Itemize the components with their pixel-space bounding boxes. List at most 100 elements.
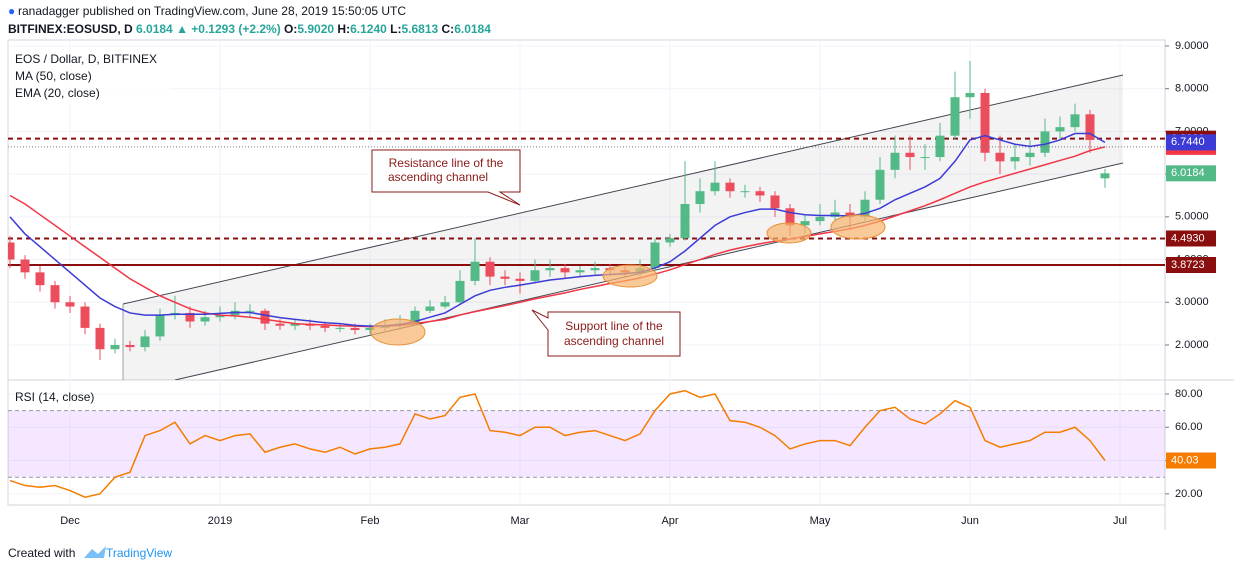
candle-body [8, 242, 15, 260]
highlight [766, 222, 812, 244]
candle-body [785, 208, 795, 226]
candle-body [800, 221, 810, 226]
candle-body [275, 323, 285, 326]
ohlc-value: 6.1240 [350, 22, 387, 36]
published-line: ● [8, 4, 15, 18]
candle-body [1025, 152, 1035, 158]
x-tick-label: Mar [511, 515, 530, 527]
callout-text: ascending channel [564, 334, 664, 348]
footer-brand[interactable]: TradingView [106, 546, 172, 560]
candle-body [845, 212, 855, 217]
candle-body [905, 152, 915, 158]
author: ● [8, 4, 15, 18]
candle-body [200, 317, 210, 322]
candle-body [485, 261, 495, 277]
candle-body [335, 327, 345, 329]
callout-box [531, 309, 681, 357]
price-label: 6.7440 [1171, 136, 1205, 148]
x-tick-label: Jul [1113, 515, 1127, 527]
price-label: 40.03 [1171, 454, 1199, 466]
candle-body [1070, 114, 1080, 128]
candle-body [815, 216, 825, 222]
candle-body [110, 344, 120, 350]
candle-body [245, 310, 255, 312]
candle-body [650, 242, 660, 269]
y-tick-label: 5.0000 [1175, 211, 1209, 223]
candle-body [260, 310, 270, 324]
y-tick-label: 9.0000 [1175, 40, 1209, 52]
candle-body [875, 169, 885, 200]
candle-body [530, 270, 540, 281]
price-label-bg [1166, 257, 1216, 274]
y-tick-label: 3.0000 [1175, 296, 1209, 308]
candle-body [500, 276, 510, 279]
candle-body [80, 306, 90, 328]
candle-body [440, 302, 450, 307]
highlights [370, 214, 886, 346]
price-label-bg [1166, 165, 1216, 182]
candle-body [950, 97, 960, 136]
x-tick-label: Apr [661, 515, 678, 527]
candle-body [350, 327, 360, 331]
candle-body [410, 310, 420, 324]
price-label-bg [1166, 134, 1216, 151]
published-text: ranadagger published on TradingView.com,… [18, 4, 406, 18]
y-tick-label: 60.00 [1175, 421, 1203, 433]
highlight [602, 264, 658, 288]
candle-body [455, 280, 465, 303]
symbol-title: EOS / Dollar, D, BITFINEX [15, 52, 157, 66]
candle-body [560, 268, 570, 273]
candle-body [1055, 127, 1065, 132]
candle-body [890, 152, 900, 170]
y-tick-label: 80.00 [1175, 388, 1203, 400]
candle-body [695, 191, 705, 205]
rsi-pane [8, 389, 1165, 498]
candle-body [830, 212, 840, 217]
candle-body [185, 312, 195, 322]
candle-body [320, 325, 330, 328]
price-label-bg [1166, 452, 1216, 469]
price-label: 3.8723 [1171, 259, 1205, 271]
callout-text: Resistance line of the [389, 156, 504, 170]
candle-body [365, 327, 375, 331]
candle-body [425, 306, 435, 311]
x-tick-label: May [810, 515, 831, 527]
ohlc-key: O: [284, 22, 297, 36]
price-pane [8, 60, 1165, 360]
price-label: 4.4930 [1171, 232, 1205, 244]
candle-body [20, 259, 30, 273]
callout-box [371, 149, 521, 206]
callout-support: Support line of the ascending channel [531, 309, 681, 357]
candle-body [515, 278, 525, 281]
candle-body [965, 92, 975, 98]
highlight [830, 214, 886, 240]
legend-entry: MA (50, close) [15, 69, 92, 83]
indicator-line [9, 146, 1106, 328]
candle-body [1040, 131, 1050, 153]
candle-body [215, 315, 225, 318]
last-price: 6.0184 [136, 22, 173, 36]
rsi-line [9, 389, 1106, 498]
candle-body [1085, 114, 1095, 140]
highlight [370, 318, 426, 346]
candle-body [290, 323, 300, 326]
y-tick-label: 8.0000 [1175, 83, 1209, 95]
candle-body [575, 270, 585, 273]
candle-body [155, 315, 165, 337]
candle-body [125, 344, 135, 348]
y-tick-label: 20.00 [1175, 488, 1203, 500]
candle-body [35, 272, 45, 286]
axes: 2.00003.00004.00005.00006.00007.00008.00… [60, 40, 1216, 527]
brand-logo [84, 546, 106, 558]
channel-fill [123, 75, 1123, 380]
ohlc-value: 5.6813 [401, 22, 438, 36]
callout-text: Support line of the [565, 319, 663, 333]
candle-body [680, 204, 690, 239]
symbol-line: BITFINEX:EOSUSD, D 6.0184 ▲ +0.1293 (+2.… [8, 22, 491, 36]
candle-body [665, 238, 675, 243]
ohlc-key: L: [390, 22, 401, 36]
callout-text: ascending channel [388, 170, 488, 184]
callout-resistance: Resistance line of the ascending channel [371, 149, 521, 206]
candle-body [140, 336, 150, 348]
